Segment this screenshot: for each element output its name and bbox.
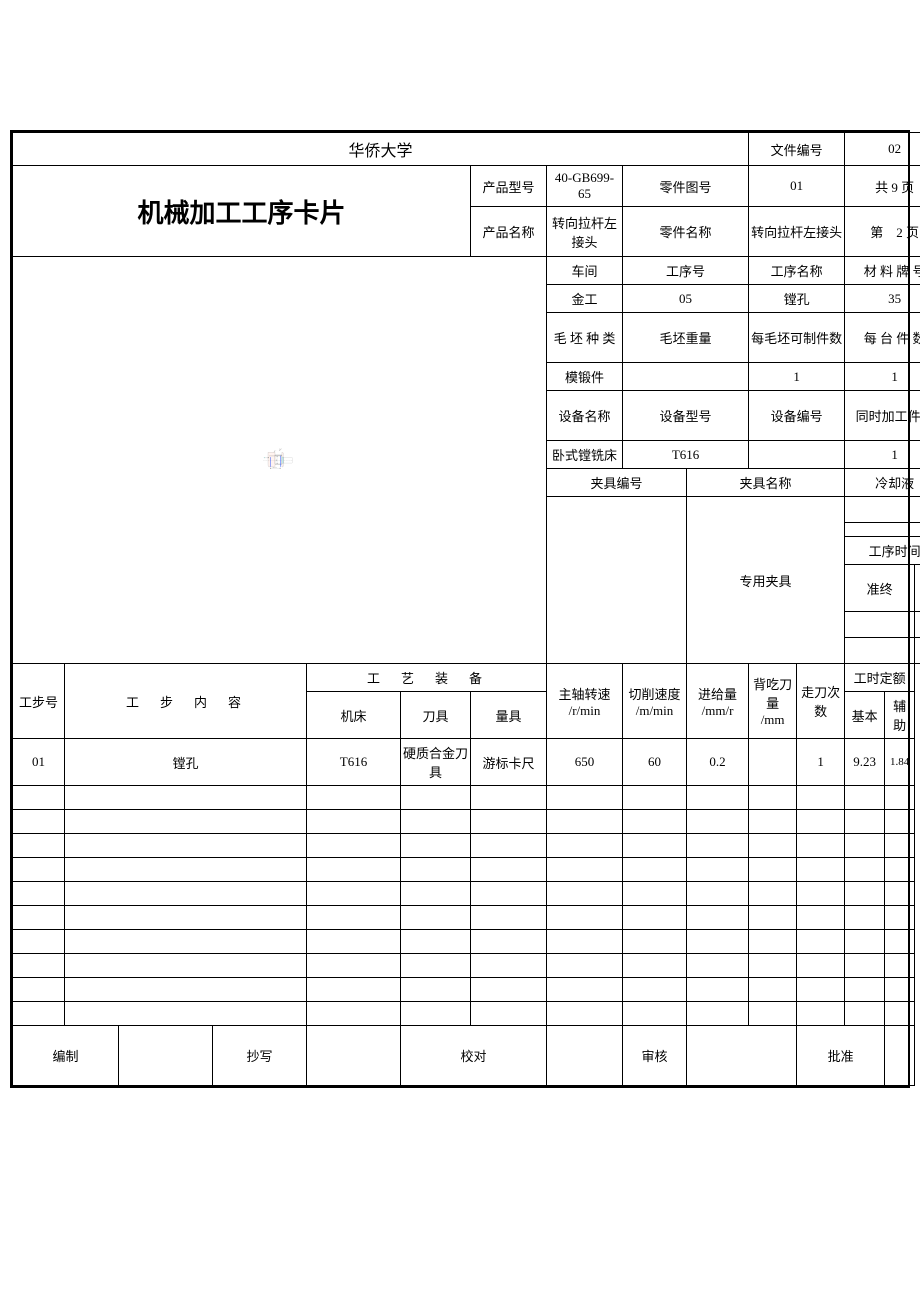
fixture-no: [547, 497, 687, 664]
simul-parts: 1: [845, 441, 920, 469]
parts-per: 1: [845, 363, 920, 391]
sign-approve: 批准: [797, 1026, 885, 1086]
part-drawing-label: 零件图号: [623, 166, 749, 207]
equip-no: [749, 441, 845, 469]
dim-diameter: Ø32: [273, 466, 275, 468]
equip-model-label: 设备型号: [623, 391, 749, 441]
blanks-per: 1: [749, 363, 845, 391]
empty-row: [13, 954, 920, 978]
empty-row: [13, 978, 920, 1002]
coolant: [845, 497, 920, 523]
equip-model: T616: [623, 441, 749, 469]
sign-compile: 编制: [13, 1026, 119, 1086]
empty-row: [13, 834, 920, 858]
passes-header: 走刀次数: [797, 664, 845, 739]
part-drawing: 01: [749, 166, 845, 207]
sign-review: 审核: [623, 1026, 687, 1086]
workshop-label: 车间: [547, 257, 623, 285]
empty-row: [13, 810, 920, 834]
coolant-label: 冷却液: [845, 469, 920, 497]
blank-weight: [623, 363, 749, 391]
step-no-header: 工步号: [13, 664, 65, 739]
university: 华侨大学: [13, 133, 749, 166]
blank-weight-label: 毛坯重量: [623, 313, 749, 363]
part-name-label: 零件名称: [623, 207, 749, 257]
sign-copy: 抄写: [213, 1026, 307, 1086]
empty-row: [13, 786, 920, 810]
step-row: 01 镗孔 T616 硬质合金刀具 游标卡尺 650 60 0.2 1 9.23…: [13, 739, 920, 786]
diagram-cell: 3 12.5 Ø32 +0.17 0: [13, 257, 547, 664]
process-name-label: 工序名称: [749, 257, 845, 285]
part-name: 转向拉杆左接头: [749, 207, 845, 257]
unit-label: 单件: [915, 565, 920, 612]
gauge-header: 量具: [471, 692, 547, 739]
product-model-label: 产品型号: [471, 166, 547, 207]
machine-header: 机床: [307, 692, 401, 739]
workshop: 金工: [547, 285, 623, 313]
blanks-per-label: 每毛坯可制件数: [749, 313, 845, 363]
material-no-label: 材 料 牌 号: [845, 257, 920, 285]
simul-parts-label: 同时加工件数: [845, 391, 920, 441]
empty-row: [13, 858, 920, 882]
process-card-table: 华侨大学 文件编号 02 机械加工工序卡片 产品型号 40-GB699-65 零…: [12, 132, 920, 1086]
depth-header: 背吃刀量/mm: [749, 664, 797, 739]
product-model: 40-GB699-65: [547, 166, 623, 207]
part-diagram: 3 12.5 Ø32 +0.17 0: [13, 446, 546, 471]
equip-name-label: 设备名称: [547, 391, 623, 441]
prep-label: 准终: [845, 565, 915, 612]
empty-row: [13, 930, 920, 954]
aux-header: 辅助: [885, 692, 915, 739]
total-pages: 共 9 页: [845, 166, 920, 207]
fixture-name-label: 夹具名称: [687, 469, 845, 497]
cutspeed-header: 切削速度/m/min: [623, 664, 687, 739]
process-no-label: 工序号: [623, 257, 749, 285]
main-title: 机械加工工序卡片: [13, 166, 471, 257]
parts-per-label: 每 台 件 数: [845, 313, 920, 363]
tool-header: 刀具: [401, 692, 471, 739]
page-num: 第 2 页: [845, 207, 920, 257]
fixture-name: 专用夹具: [687, 497, 845, 664]
empty-row: [13, 1002, 920, 1026]
quota-header: 工时定额: [845, 664, 915, 692]
equip-name: 卧式镗铣床: [547, 441, 623, 469]
basic-header: 基本: [845, 692, 885, 739]
blank-type: 模锻件: [547, 363, 623, 391]
blank-type-label: 毛 坯 种 类: [547, 313, 623, 363]
fixture-no-label: 夹具编号: [547, 469, 687, 497]
material-no: 35: [845, 285, 920, 313]
feed-header: 进给量/mm/r: [687, 664, 749, 739]
equip-no-label: 设备编号: [749, 391, 845, 441]
process-name: 镗孔: [749, 285, 845, 313]
sign-check: 校对: [401, 1026, 547, 1086]
doc-no-label: 文件编号: [749, 133, 845, 166]
spindle-header: 主轴转速/r/min: [547, 664, 623, 739]
process-no: 05: [623, 285, 749, 313]
empty-row: [13, 882, 920, 906]
doc-no: 02: [845, 133, 920, 166]
empty-row: [13, 906, 920, 930]
proc-time-label: 工序时间: [845, 537, 920, 565]
dim-vertical: 12.5: [276, 458, 278, 460]
product-name-label: 产品名称: [471, 207, 547, 257]
product-name: 转向拉杆左接头: [547, 207, 623, 257]
tooling-header: 工 艺 装 备: [307, 664, 547, 692]
step-content-header: 工 步 内 容: [65, 664, 307, 739]
